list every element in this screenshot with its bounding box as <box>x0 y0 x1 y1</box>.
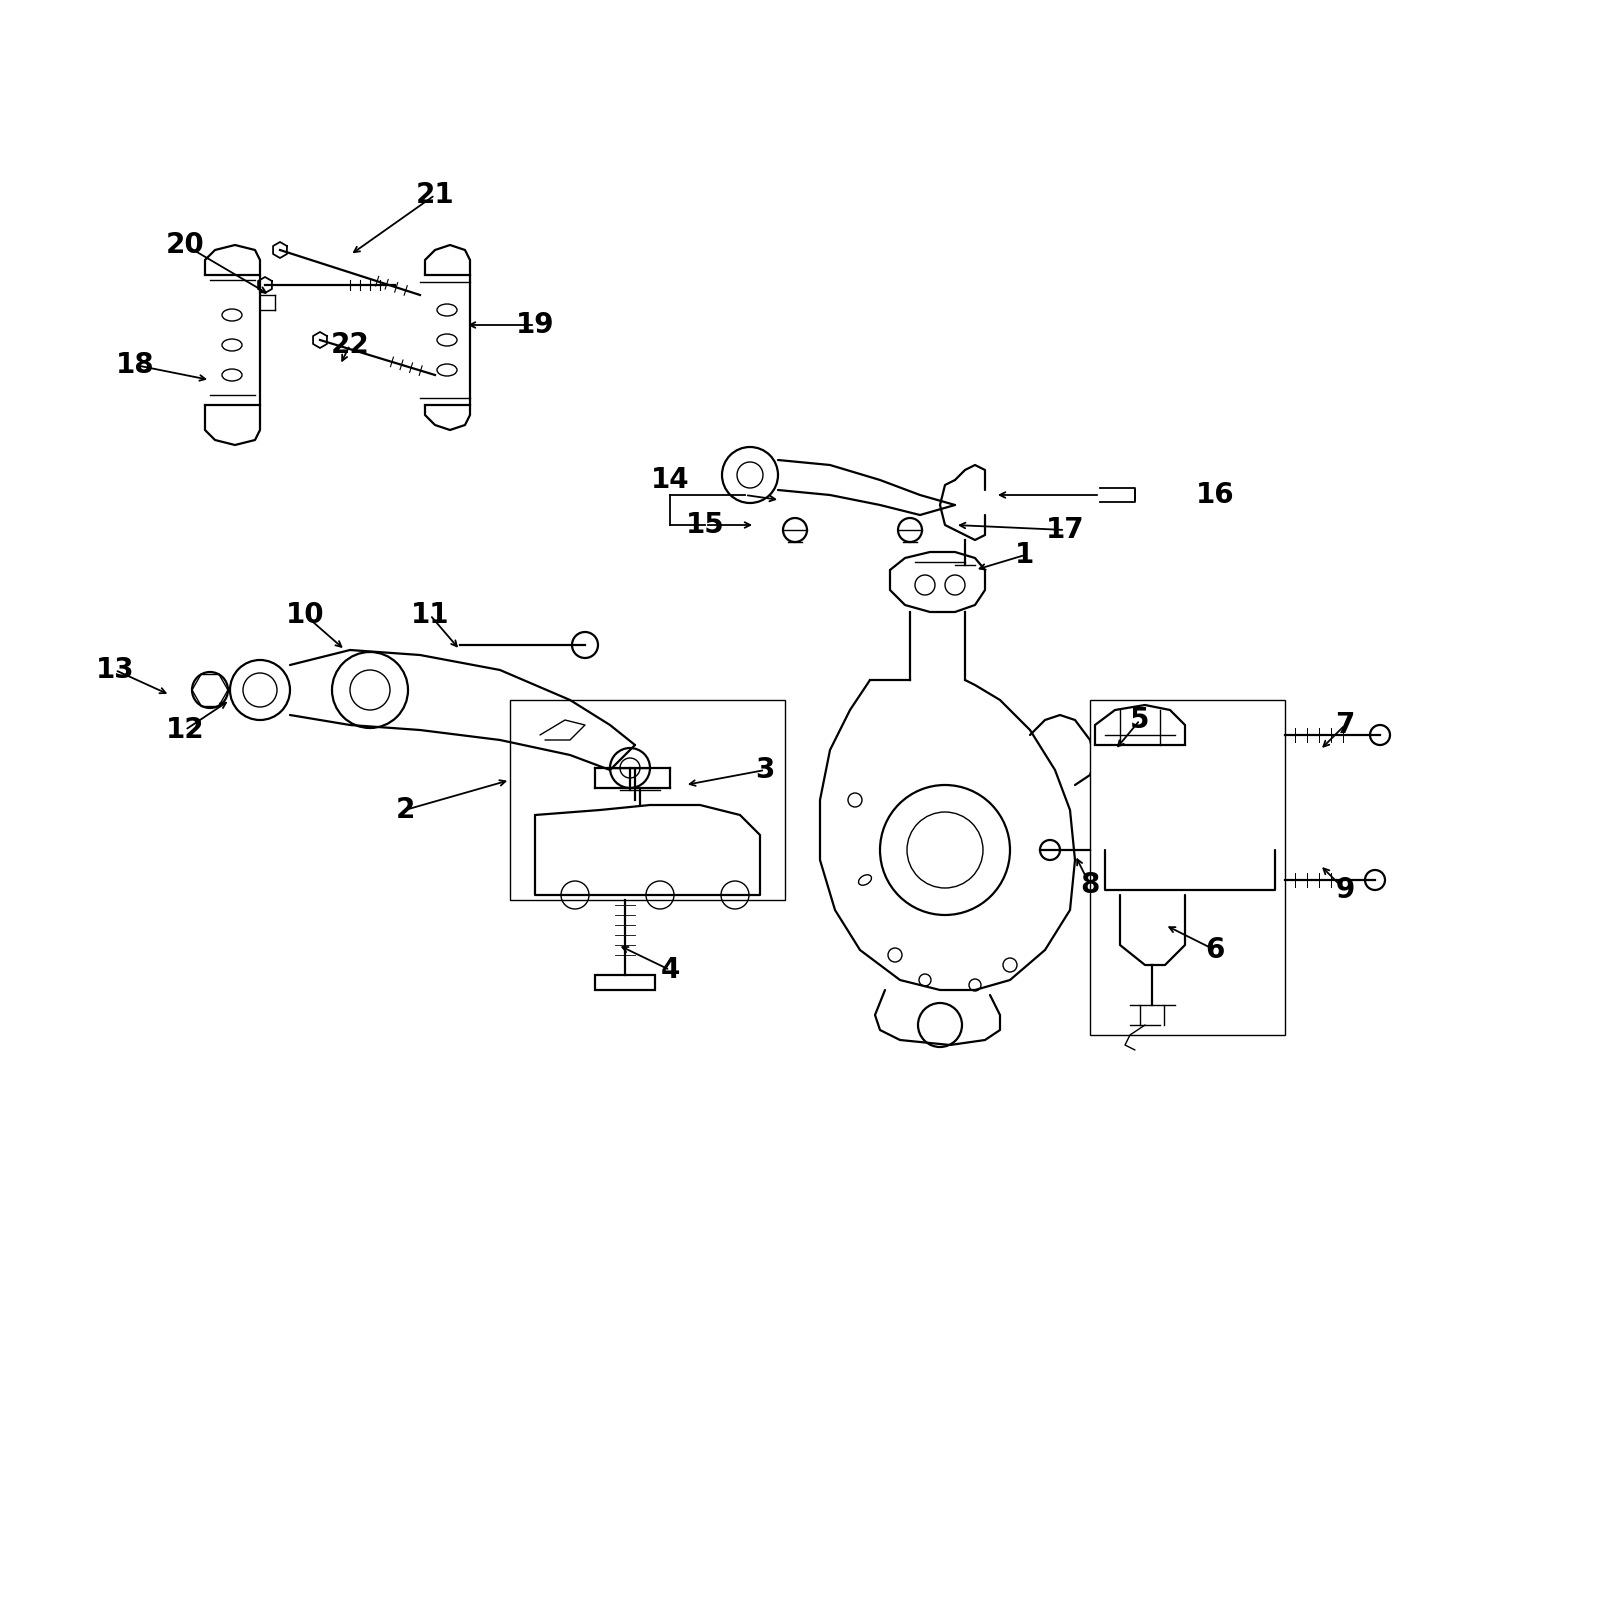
Text: 17: 17 <box>1046 515 1085 544</box>
Text: 2: 2 <box>395 795 414 824</box>
Text: 13: 13 <box>96 656 134 683</box>
Bar <box>510 701 786 899</box>
Text: 6: 6 <box>1205 936 1224 963</box>
Bar <box>1090 701 1285 1035</box>
Text: 3: 3 <box>755 755 774 784</box>
Text: 11: 11 <box>411 602 450 629</box>
Text: 7: 7 <box>1336 710 1355 739</box>
Text: 8: 8 <box>1080 870 1099 899</box>
Text: 4: 4 <box>661 955 680 984</box>
Text: 20: 20 <box>166 230 205 259</box>
Text: 10: 10 <box>286 602 325 629</box>
Text: 22: 22 <box>331 331 370 358</box>
Text: 21: 21 <box>416 181 454 210</box>
Text: 9: 9 <box>1336 877 1355 904</box>
Text: 18: 18 <box>115 350 154 379</box>
Text: 14: 14 <box>651 466 690 494</box>
Text: 12: 12 <box>166 717 205 744</box>
Text: 1: 1 <box>1016 541 1035 570</box>
Bar <box>595 974 654 990</box>
Text: 5: 5 <box>1130 706 1150 734</box>
Text: 19: 19 <box>515 310 554 339</box>
Text: 15: 15 <box>686 510 725 539</box>
Text: 16: 16 <box>1195 482 1234 509</box>
